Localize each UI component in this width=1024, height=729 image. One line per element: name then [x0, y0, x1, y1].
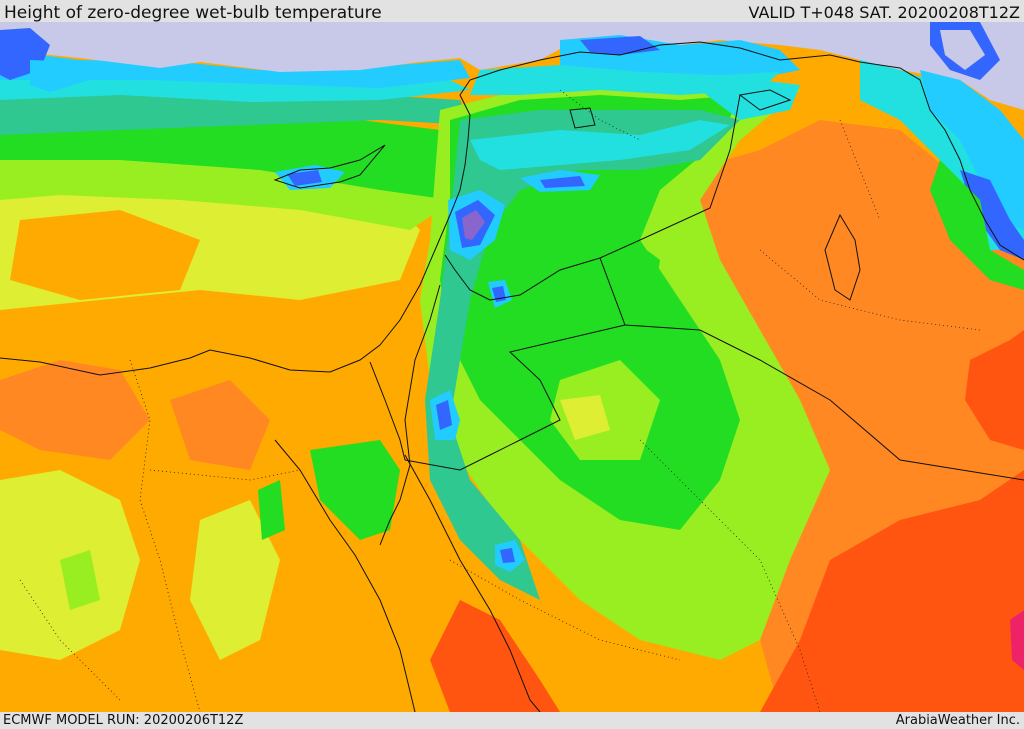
map-canvas: [0, 22, 1024, 712]
field-blue-hejaz: [500, 548, 515, 563]
field-yellow-egypt-2: [190, 500, 280, 660]
admin-boundaries: [19, 89, 981, 712]
field-yellow-jordan: [560, 395, 610, 440]
field-sea-gray-north: [0, 22, 1024, 110]
field-cyan-syria: [470, 120, 730, 170]
field-cyan-turkey: [470, 65, 780, 95]
field-red-orange-redsea: [430, 600, 560, 712]
field-blue-westbank: [436, 400, 452, 430]
field-lightblue-zagros: [920, 70, 1024, 230]
field-lightblue-north: [0, 50, 470, 88]
field-dark-orange-egypt: [0, 360, 150, 460]
field-red-orange-southeast: [760, 470, 1024, 712]
field-blue-zagros: [960, 170, 1024, 260]
footer-bar: ECMWF MODEL RUN: 20200206T12Z ArabiaWeat…: [0, 712, 1024, 729]
field-green-egypt-2: [258, 480, 285, 540]
field-cyan-nw: [30, 60, 90, 92]
field-teal-north: [0, 90, 470, 135]
field-sea-gray-caspian: [940, 30, 985, 70]
borders: [369, 94, 1024, 481]
field-teal-levant: [425, 110, 740, 600]
field-yellow-west-inner: [60, 550, 100, 610]
field-blue-syria: [540, 176, 585, 188]
credit-label: ArabiaWeather Inc.: [895, 713, 1020, 728]
map-title: Height of zero-degree wet-bulb temperatu…: [4, 3, 382, 23]
field-green-levant-inner: [480, 220, 660, 340]
model-run-label: ECMWF MODEL RUN: 20200206T12Z: [3, 713, 244, 728]
coastlines: [0, 41, 1024, 712]
valid-time-label: VALID T+048 SAT. 20200208T12Z: [748, 3, 1020, 22]
field-magenta-corner: [1010, 610, 1024, 670]
field-green-iran: [930, 160, 1024, 290]
field-blue-cyprus: [287, 170, 322, 186]
field-green-sinai: [310, 440, 400, 540]
field-red-orange-east: [965, 330, 1024, 450]
field-orange-med-patch: [10, 210, 200, 300]
field-purple-lebanon: [462, 210, 485, 240]
header-bar: Height of zero-degree wet-bulb temperatu…: [0, 0, 1024, 23]
field-dark-orange-sinai-west: [170, 380, 270, 470]
weather-map[interactable]: [0, 22, 1024, 712]
